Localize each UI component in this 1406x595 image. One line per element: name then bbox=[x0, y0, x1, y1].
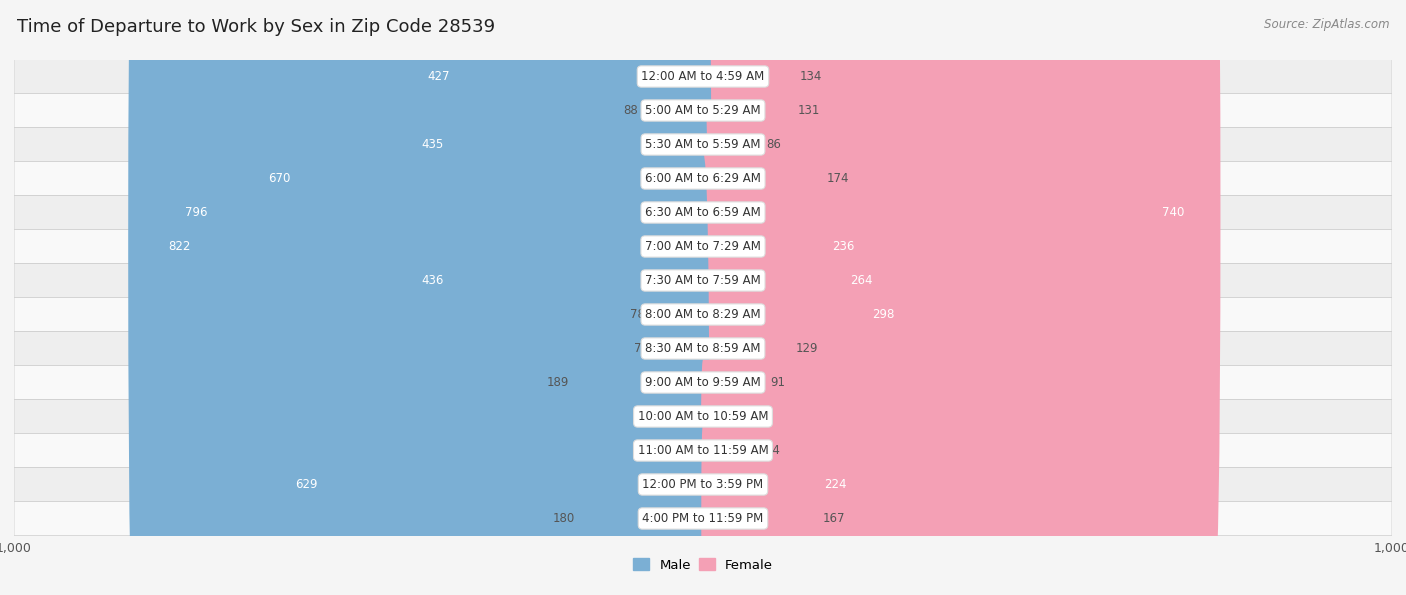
FancyBboxPatch shape bbox=[14, 264, 1392, 298]
FancyBboxPatch shape bbox=[14, 468, 1392, 502]
FancyBboxPatch shape bbox=[702, 423, 820, 595]
Text: 167: 167 bbox=[823, 512, 845, 525]
Text: 9:00 AM to 9:59 AM: 9:00 AM to 9:59 AM bbox=[645, 376, 761, 389]
Text: 435: 435 bbox=[422, 138, 444, 151]
Text: 670: 670 bbox=[269, 172, 290, 185]
FancyBboxPatch shape bbox=[14, 60, 1392, 93]
Text: 25: 25 bbox=[666, 410, 682, 423]
FancyBboxPatch shape bbox=[700, 135, 887, 425]
Text: 796: 796 bbox=[186, 206, 208, 219]
FancyBboxPatch shape bbox=[14, 434, 1392, 468]
FancyBboxPatch shape bbox=[652, 300, 704, 396]
Text: 6:00 AM to 6:29 AM: 6:00 AM to 6:29 AM bbox=[645, 172, 761, 185]
FancyBboxPatch shape bbox=[648, 264, 704, 365]
Text: 84: 84 bbox=[765, 444, 780, 457]
FancyBboxPatch shape bbox=[14, 331, 1392, 365]
Legend: Male, Female: Male, Female bbox=[633, 558, 773, 572]
Text: 10:00 AM to 10:59 AM: 10:00 AM to 10:59 AM bbox=[638, 410, 768, 423]
FancyBboxPatch shape bbox=[235, 0, 710, 531]
FancyBboxPatch shape bbox=[14, 298, 1392, 331]
Text: 131: 131 bbox=[797, 104, 820, 117]
FancyBboxPatch shape bbox=[703, 394, 720, 439]
Text: 24: 24 bbox=[724, 410, 738, 423]
FancyBboxPatch shape bbox=[14, 93, 1392, 127]
Text: 822: 822 bbox=[169, 240, 191, 253]
FancyBboxPatch shape bbox=[576, 416, 704, 595]
FancyBboxPatch shape bbox=[146, 0, 711, 595]
Text: 4:00 PM to 11:59 PM: 4:00 PM to 11:59 PM bbox=[643, 512, 763, 525]
Text: 88: 88 bbox=[623, 104, 638, 117]
Text: Source: ZipAtlas.com: Source: ZipAtlas.com bbox=[1264, 18, 1389, 31]
FancyBboxPatch shape bbox=[702, 325, 766, 440]
FancyBboxPatch shape bbox=[14, 161, 1392, 196]
FancyBboxPatch shape bbox=[14, 399, 1392, 434]
Text: 7:30 AM to 7:59 AM: 7:30 AM to 7:59 AM bbox=[645, 274, 761, 287]
FancyBboxPatch shape bbox=[263, 153, 710, 595]
FancyBboxPatch shape bbox=[702, 272, 793, 425]
FancyBboxPatch shape bbox=[14, 502, 1392, 536]
FancyBboxPatch shape bbox=[702, 33, 794, 188]
FancyBboxPatch shape bbox=[696, 0, 1220, 595]
Text: 5:00 AM to 5:29 AM: 5:00 AM to 5:29 AM bbox=[645, 104, 761, 117]
Text: 436: 436 bbox=[420, 274, 443, 287]
Text: 0: 0 bbox=[692, 444, 699, 457]
Text: 12:00 AM to 4:59 AM: 12:00 AM to 4:59 AM bbox=[641, 70, 765, 83]
Text: 5:30 AM to 5:59 AM: 5:30 AM to 5:59 AM bbox=[645, 138, 761, 151]
Text: 91: 91 bbox=[770, 376, 785, 389]
FancyBboxPatch shape bbox=[686, 393, 703, 440]
FancyBboxPatch shape bbox=[14, 127, 1392, 161]
FancyBboxPatch shape bbox=[702, 90, 763, 199]
Text: 134: 134 bbox=[800, 70, 823, 83]
Text: 264: 264 bbox=[849, 274, 872, 287]
FancyBboxPatch shape bbox=[128, 0, 711, 595]
Text: 427: 427 bbox=[427, 70, 450, 83]
FancyBboxPatch shape bbox=[571, 275, 704, 490]
FancyBboxPatch shape bbox=[399, 0, 707, 377]
Text: 224: 224 bbox=[824, 478, 846, 491]
Text: Time of Departure to Work by Sex in Zip Code 28539: Time of Departure to Work by Sex in Zip … bbox=[17, 18, 495, 36]
Text: 740: 740 bbox=[1161, 206, 1184, 219]
FancyBboxPatch shape bbox=[14, 196, 1392, 230]
Text: 8:30 AM to 8:59 AM: 8:30 AM to 8:59 AM bbox=[645, 342, 761, 355]
Text: 298: 298 bbox=[872, 308, 894, 321]
Text: 189: 189 bbox=[547, 376, 568, 389]
Text: 86: 86 bbox=[766, 138, 782, 151]
FancyBboxPatch shape bbox=[702, 0, 797, 155]
Text: 73: 73 bbox=[634, 342, 648, 355]
Text: 11:00 AM to 11:59 AM: 11:00 AM to 11:59 AM bbox=[638, 444, 768, 457]
Text: 6:30 AM to 6:59 AM: 6:30 AM to 6:59 AM bbox=[645, 206, 761, 219]
FancyBboxPatch shape bbox=[641, 55, 704, 166]
Text: 174: 174 bbox=[827, 172, 849, 185]
FancyBboxPatch shape bbox=[702, 79, 825, 278]
FancyBboxPatch shape bbox=[700, 115, 868, 377]
FancyBboxPatch shape bbox=[14, 230, 1392, 264]
FancyBboxPatch shape bbox=[14, 365, 1392, 399]
Text: 7:00 AM to 7:29 AM: 7:00 AM to 7:29 AM bbox=[645, 240, 761, 253]
Text: 8:00 AM to 8:29 AM: 8:00 AM to 8:29 AM bbox=[645, 308, 761, 321]
FancyBboxPatch shape bbox=[398, 48, 707, 513]
FancyBboxPatch shape bbox=[700, 152, 911, 477]
Text: 129: 129 bbox=[796, 342, 818, 355]
FancyBboxPatch shape bbox=[700, 360, 859, 595]
Text: 78: 78 bbox=[630, 308, 645, 321]
FancyBboxPatch shape bbox=[702, 397, 762, 504]
Text: 236: 236 bbox=[831, 240, 853, 253]
Text: 180: 180 bbox=[553, 512, 575, 525]
FancyBboxPatch shape bbox=[405, 0, 707, 305]
Text: 629: 629 bbox=[295, 478, 318, 491]
Text: 12:00 PM to 3:59 PM: 12:00 PM to 3:59 PM bbox=[643, 478, 763, 491]
